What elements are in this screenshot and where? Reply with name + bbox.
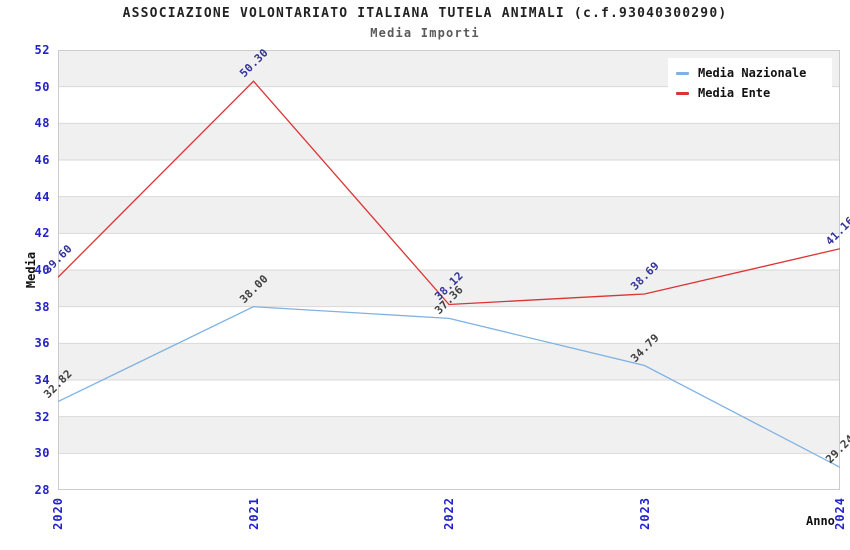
x-tick-label: 2024 [833,497,847,530]
line-media-ente [57,80,841,306]
legend-label: Media Nazionale [698,66,807,80]
y-tick-label: 52 [34,43,50,57]
legend-item-media-nazionale: Media Nazionale [676,63,824,83]
x-tick-label: 2023 [637,497,652,530]
x-tick-label: 2022 [442,497,456,530]
legend-swatch-media-nazionale-icon [676,71,689,75]
y-tick-label: 40 [34,263,50,277]
x-tick-label: 2020 [51,497,65,530]
legend-swatch-media-ente-icon [676,91,689,95]
legend-label: Media Ente [698,86,771,100]
y-tick-label: 38 [34,299,50,314]
legend: Media Nazionale Media Ente [668,58,832,108]
chart-title: ASSOCIAZIONE VOLONTARIATO ITALIANA TUTEL… [122,6,728,21]
y-tick-label: 28 [34,483,50,497]
y-axis-title: Media [24,251,38,289]
y-tick-label: 34 [34,373,50,387]
x-tick-label: 2021 [246,497,261,530]
y-tick-label: 48 [34,116,50,131]
plot-area [57,49,841,491]
line-media-nazionale [57,306,841,468]
y-tick-label: 30 [34,446,50,461]
y-tick-label: 46 [34,153,50,167]
y-tick-label: 32 [34,409,50,424]
y-tick-label: 42 [34,226,50,241]
y-tick-label: 44 [34,189,50,204]
x-axis-title: Anno [806,514,835,528]
chart-subtitle: Media Importi [370,26,480,40]
legend-item-media-ente: Media Ente [676,83,824,103]
y-tick-label: 36 [34,336,50,351]
y-tick-label: 50 [34,79,50,94]
